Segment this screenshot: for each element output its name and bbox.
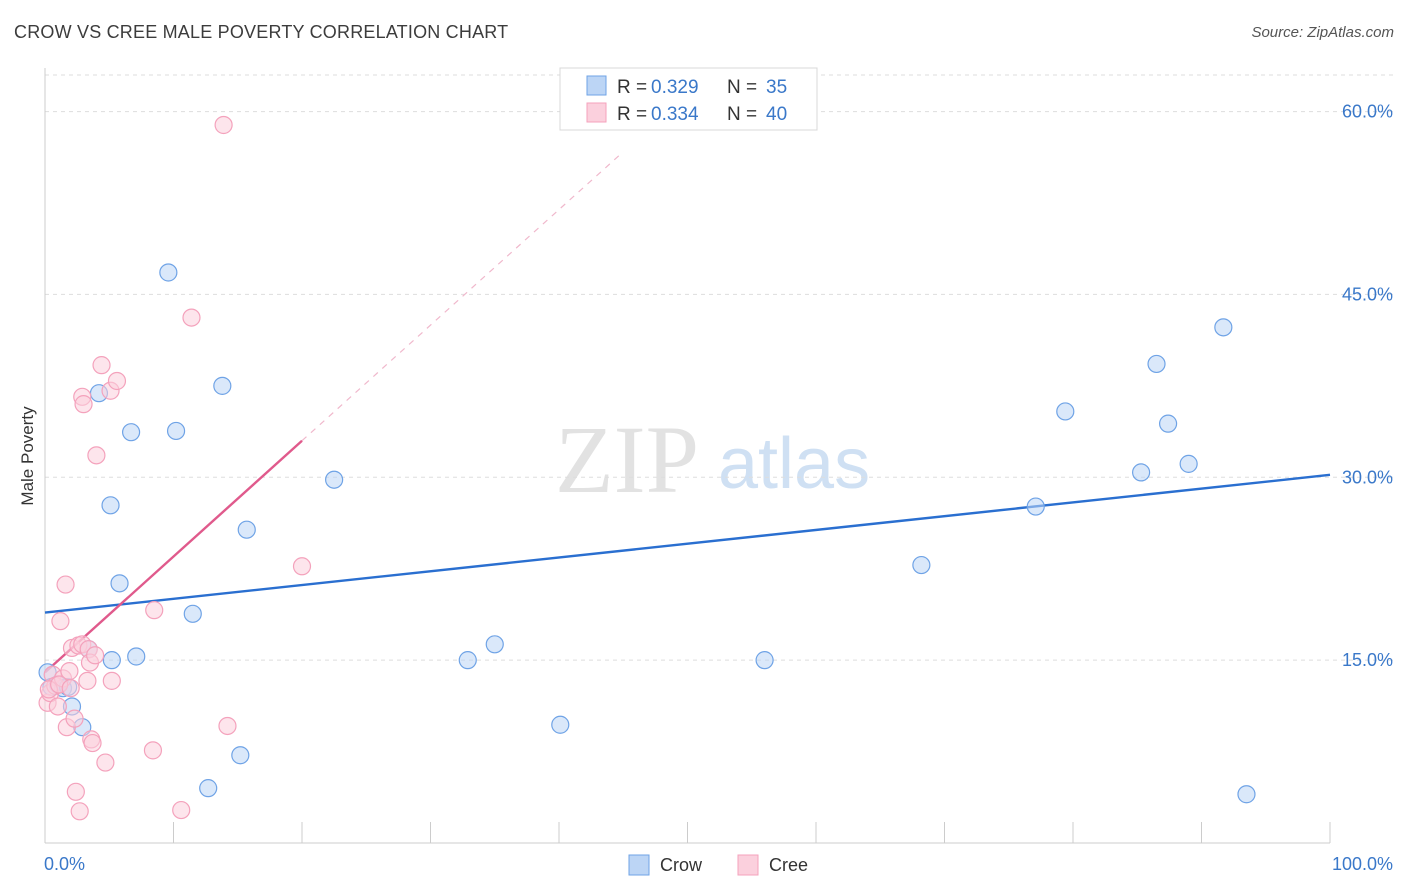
bottom-legend: Crow Cree [628, 854, 808, 876]
point-crow [121, 423, 141, 442]
legend-r-label-crow: R = [617, 77, 647, 98]
point-crow [1237, 785, 1256, 804]
legend-r-value-cree: 0.334 [651, 104, 699, 125]
watermark-zip: ZIP [555, 406, 699, 513]
point-cree [218, 716, 237, 736]
point-crow [1147, 354, 1166, 374]
point-cree [56, 575, 75, 594]
grid [45, 74, 1395, 661]
bottom-legend-label-cree: Cree [769, 855, 808, 875]
point-cree [86, 646, 105, 665]
point-crow [102, 651, 121, 670]
point-crow [1132, 463, 1151, 482]
point-cree [102, 671, 121, 690]
trend-extension-cree [301, 151, 624, 442]
point-crow [551, 715, 570, 734]
legend-swatch-cree [586, 102, 607, 123]
y-tick-label: 45.0% [1342, 284, 1393, 304]
trend-line-crow [44, 473, 1331, 614]
point-crow [183, 604, 202, 623]
point-crow [237, 520, 256, 539]
point-crow [101, 496, 120, 515]
y-tick-label: 30.0% [1342, 467, 1393, 487]
point-crow [1214, 318, 1233, 337]
point-crow [199, 779, 218, 798]
point-crow [1056, 402, 1075, 421]
point-crow [1158, 414, 1178, 433]
point-cree [107, 371, 127, 391]
x-tick-label: 0.0% [44, 854, 85, 874]
point-cree [83, 733, 102, 753]
chart-title: CROW VS CREE MALE POVERTY CORRELATION CH… [14, 22, 509, 42]
point-crow [1026, 497, 1045, 516]
bottom-legend-swatch-cree [737, 854, 759, 876]
trend-lines [44, 151, 1331, 674]
legend-r-value-crow: 0.329 [651, 77, 699, 98]
point-crow [127, 647, 146, 666]
legend-r-label-cree: R = [617, 104, 647, 125]
watermark-atlas: atlas [718, 424, 870, 504]
legend-n-label-crow: N = [727, 77, 757, 98]
point-cree [65, 709, 84, 728]
point-cree [145, 601, 164, 620]
point-crow [110, 574, 129, 593]
point-cree [61, 679, 80, 698]
point-cree [214, 115, 233, 135]
point-cree [172, 800, 191, 820]
legend-n-value-crow: 35 [766, 77, 787, 98]
y-tick-label: 15.0% [1342, 650, 1393, 670]
point-cree [66, 782, 85, 801]
source-label: Source: ZipAtlas.com [1251, 24, 1394, 41]
point-cree [51, 612, 70, 631]
point-cree [74, 395, 93, 414]
point-cree [96, 753, 115, 772]
axes [44, 68, 1331, 844]
legend-n-label-cree: N = [727, 104, 757, 125]
point-cree [78, 671, 97, 690]
trend-line-cree [44, 439, 303, 674]
bottom-legend-label-crow: Crow [660, 855, 703, 875]
bottom-legend-swatch-crow [628, 854, 650, 876]
point-crow [1179, 454, 1198, 473]
point-crow [458, 651, 477, 670]
point-crow [213, 376, 232, 395]
point-cree [92, 356, 111, 375]
legend-swatch-crow [586, 75, 607, 96]
point-cree [182, 308, 201, 327]
point-crow [755, 651, 774, 670]
x-tick-label: 100.0% [1332, 854, 1393, 874]
x-tick-labels: 0.0% 100.0% [44, 854, 1393, 874]
data-points [38, 115, 1256, 821]
legend-n-value-cree: 40 [766, 104, 787, 125]
point-crow [485, 635, 504, 654]
y-axis-label: Male Poverty [18, 406, 37, 506]
point-crow [325, 470, 344, 489]
y-tick-labels: 15.0% 30.0% 45.0% 60.0% [1342, 102, 1393, 671]
point-crow [159, 263, 178, 282]
legend: R = 0.329 N = 35 R = 0.334 N = 40 [559, 67, 818, 131]
point-crow [231, 746, 250, 765]
point-cree [143, 741, 163, 760]
point-cree [87, 446, 106, 465]
point-crow [912, 555, 931, 575]
y-tick-label: 60.0% [1342, 102, 1393, 122]
point-cree [70, 802, 89, 821]
point-crow [166, 421, 186, 441]
point-cree [292, 557, 312, 576]
point-cree [48, 697, 67, 716]
